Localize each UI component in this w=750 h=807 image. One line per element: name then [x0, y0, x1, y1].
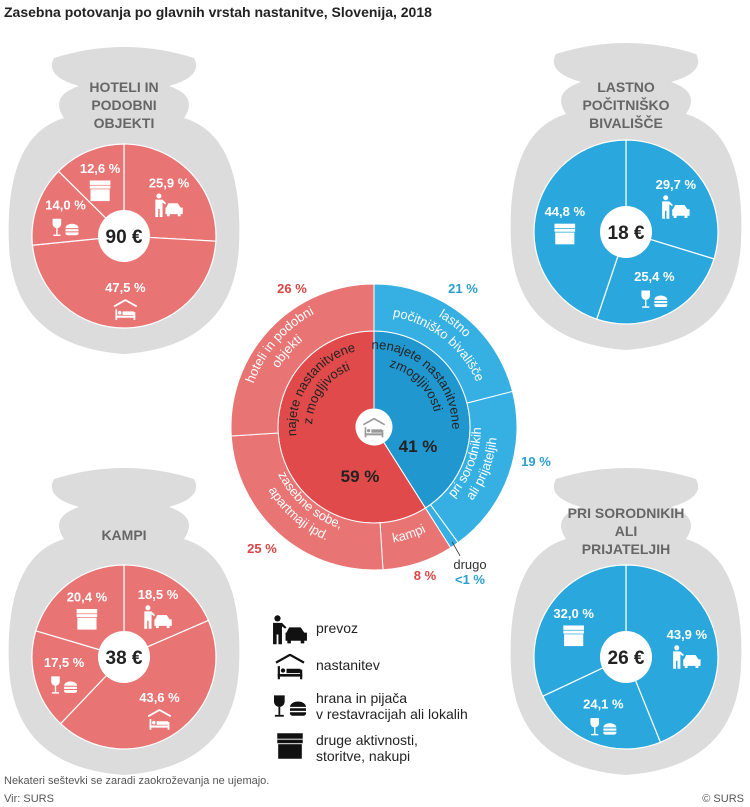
pie-center	[600, 206, 652, 258]
leader-line	[451, 541, 461, 557]
slice-label: 32,0 %	[553, 606, 594, 621]
inner-value-label: 41 %	[399, 437, 438, 456]
slice-label: 25,9 %	[149, 175, 190, 190]
pie-center	[600, 631, 652, 683]
outer-value-label: 25 %	[247, 541, 277, 556]
inner-value-label: 59 %	[341, 467, 380, 486]
outer-value-label: 19 %	[521, 454, 551, 469]
slice-label: 43,9 %	[667, 627, 708, 642]
pie-title: KAMPI	[101, 527, 146, 543]
pie-group-1: HOTELI IN PODOBNI OBJEKTI 25,9 % 47,5 % 14,0 …	[8, 47, 240, 354]
pie-total-label: 38 €	[106, 648, 143, 669]
pie-title: OBJEKTI	[94, 115, 155, 131]
shop-icon	[563, 625, 584, 647]
shop-icon	[277, 733, 303, 759]
outer-value-label: 8 %	[414, 568, 437, 583]
pie-title: PRIJATELJIH	[582, 541, 670, 557]
slice-label: 20,4 %	[67, 589, 108, 604]
slice-label: 24,1 %	[583, 697, 624, 712]
pie-group-4: PRI SORODNIKIH ALI PRIJATELJIH 43,9 % 24,1 %…	[510, 468, 742, 775]
legend-item: nastanitev	[274, 653, 380, 681]
pie-total-label: 90 €	[106, 227, 143, 248]
drugo-label: drugo	[453, 557, 486, 572]
footnote: Nekateri seštevki se zaradi zaokroževanj…	[4, 775, 270, 787]
pie-title: POČITNIŠKO	[582, 96, 669, 113]
pie-title: BIVALIŠČE	[589, 114, 663, 131]
transport-icon	[273, 615, 307, 645]
legend-item: druge aktivnosti,storitve, nakupi	[277, 732, 418, 764]
slice-label: 25,4 %	[634, 269, 675, 284]
legend-label: hrana in pijača	[316, 690, 407, 706]
slice-label: 14,0 %	[45, 197, 86, 212]
pie-title: LASTNO	[597, 79, 655, 95]
pie-title: PRI SORODNIKIH	[568, 505, 685, 521]
pie-title: PODOBNI	[91, 97, 156, 113]
pie-slice	[123, 143, 217, 242]
copyright-label: © SURS	[702, 793, 744, 805]
pie-total-label: 18 €	[608, 223, 645, 244]
pie-total-label: 26 €	[608, 648, 645, 669]
slice-label: 47,5 %	[105, 280, 146, 295]
shop-icon	[89, 180, 111, 202]
source-label: Vir: SURS	[4, 793, 54, 805]
drugo-value-label: <1 %	[455, 572, 485, 587]
legend-item: prevoz	[273, 615, 358, 645]
slice-label: 44,8 %	[545, 204, 586, 219]
sunburst-chart: nenajete nastanitvenezmogljivostinajete …	[230, 281, 551, 587]
pie-slice	[625, 564, 719, 744]
food-drink-icon	[274, 695, 307, 717]
slice-label: 18,5 %	[138, 587, 179, 602]
slice-label: 29,7 %	[656, 177, 697, 192]
outer-value-label: 26 %	[277, 281, 307, 296]
center-hole	[356, 409, 392, 445]
pie-slice	[59, 619, 217, 750]
legend-label: nastanitev	[316, 657, 380, 673]
accommodation-icon	[274, 653, 306, 681]
slice-label: 12,6 %	[80, 161, 121, 176]
outer-value-label: 21 %	[448, 281, 478, 296]
pie-groups: HOTELI IN PODOBNI OBJEKTI 25,9 % 47,5 % 14,0 …	[8, 43, 742, 775]
pie-title: HOTELI IN	[89, 79, 158, 95]
legend-label: storitve, nakupi	[316, 748, 410, 764]
slice-label: 43,6 %	[139, 690, 180, 705]
legend-label: druge aktivnosti,	[316, 732, 418, 748]
slice-label: 17,5 %	[44, 655, 85, 670]
shop-icon	[76, 608, 98, 630]
pie-title: ALI	[615, 523, 638, 539]
legend-label: prevoz	[316, 620, 358, 636]
chart-title: Zasebna potovanja po glavnih vrstah nast…	[4, 4, 432, 20]
pie-group-3: KAMPI 18,5 % 43,6 % 17,5 % 20,4 % 38 €	[8, 468, 240, 775]
pie-center	[98, 631, 150, 683]
shop-icon	[554, 223, 576, 245]
outer-segment	[230, 283, 375, 437]
pie-slice	[31, 235, 217, 329]
pie-slice	[533, 139, 627, 320]
legend-label: v restavracijah ali lokalih	[316, 706, 468, 722]
pie-center	[98, 210, 150, 262]
pie-slice	[123, 564, 210, 658]
